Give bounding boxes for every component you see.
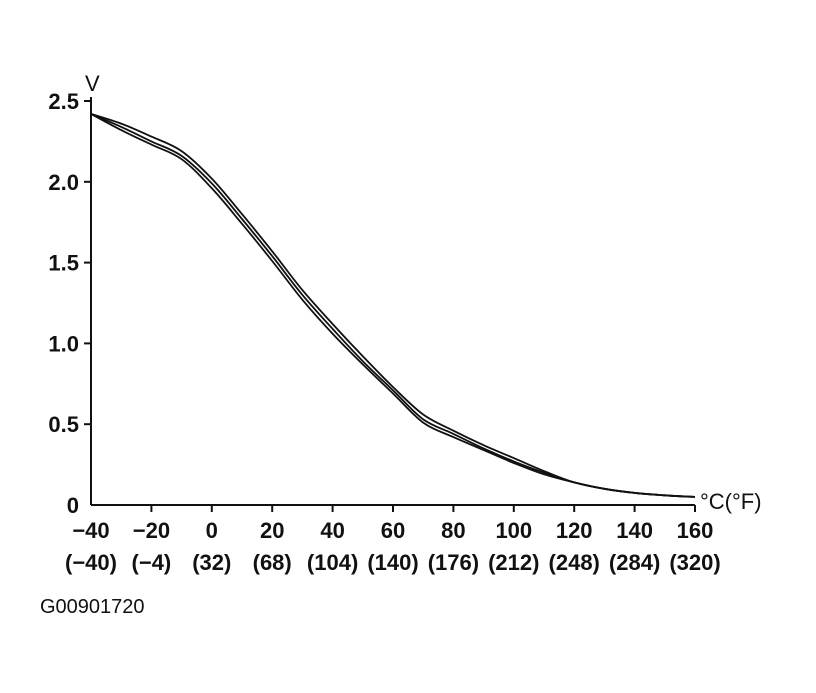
x-tick-label-celsius: 120 — [556, 518, 593, 543]
x-tick-label-celsius: 160 — [677, 518, 714, 543]
x-tick-label-celsius: 20 — [260, 518, 284, 543]
x-tick-label-fahrenheit: (140) — [367, 550, 418, 575]
x-tick-label-celsius: 0 — [206, 518, 218, 543]
x-ticks: −40 (−40) −20 (−4) 0 (32) 20 (68) 40 (104) 60 (140)… — [65, 505, 721, 575]
x-tick-label-fahrenheit: (212) — [488, 550, 539, 575]
series-line-3 — [90, 113, 696, 498]
x-tick-label-fahrenheit: (68) — [253, 550, 292, 575]
figure-code: G00901720 — [40, 596, 145, 618]
y-ticks: 0 0.5 1.0 1.5 2.0 2.5 — [48, 89, 91, 518]
series-lines — [90, 113, 696, 498]
y-tick-label: 2.0 — [48, 170, 79, 195]
x-tick-label-celsius: 40 — [320, 518, 344, 543]
x-tick-label-celsius: 60 — [381, 518, 405, 543]
x-tick-label-fahrenheit: (248) — [549, 550, 600, 575]
y-axis-unit-label: V — [85, 71, 100, 96]
y-tick-label: 1.5 — [48, 251, 79, 276]
x-axis-unit-label: °C(°F) — [700, 489, 762, 514]
y-tick-label: 0.5 — [48, 412, 79, 437]
series-line-2 — [90, 113, 696, 498]
y-tick-label: 1.0 — [48, 331, 79, 356]
x-tick-label-fahrenheit: (104) — [307, 550, 358, 575]
x-tick-label-fahrenheit: (−4) — [132, 550, 172, 575]
x-tick-label-celsius: −40 — [72, 518, 109, 543]
x-tick-label-fahrenheit: (284) — [609, 550, 660, 575]
x-tick-label-celsius: −20 — [133, 518, 170, 543]
x-tick-label-fahrenheit: (176) — [428, 550, 479, 575]
y-tick-label: 0 — [67, 493, 79, 518]
x-tick-label-celsius: 100 — [495, 518, 532, 543]
x-tick-label-fahrenheit: (320) — [669, 550, 720, 575]
x-tick-label-fahrenheit: (−40) — [65, 550, 117, 575]
x-tick-label-celsius: 140 — [616, 518, 653, 543]
y-tick-label: 2.5 — [48, 89, 79, 114]
x-tick-label-fahrenheit: (32) — [192, 550, 231, 575]
x-tick-label-celsius: 80 — [441, 518, 465, 543]
series-line-1 — [90, 113, 696, 498]
